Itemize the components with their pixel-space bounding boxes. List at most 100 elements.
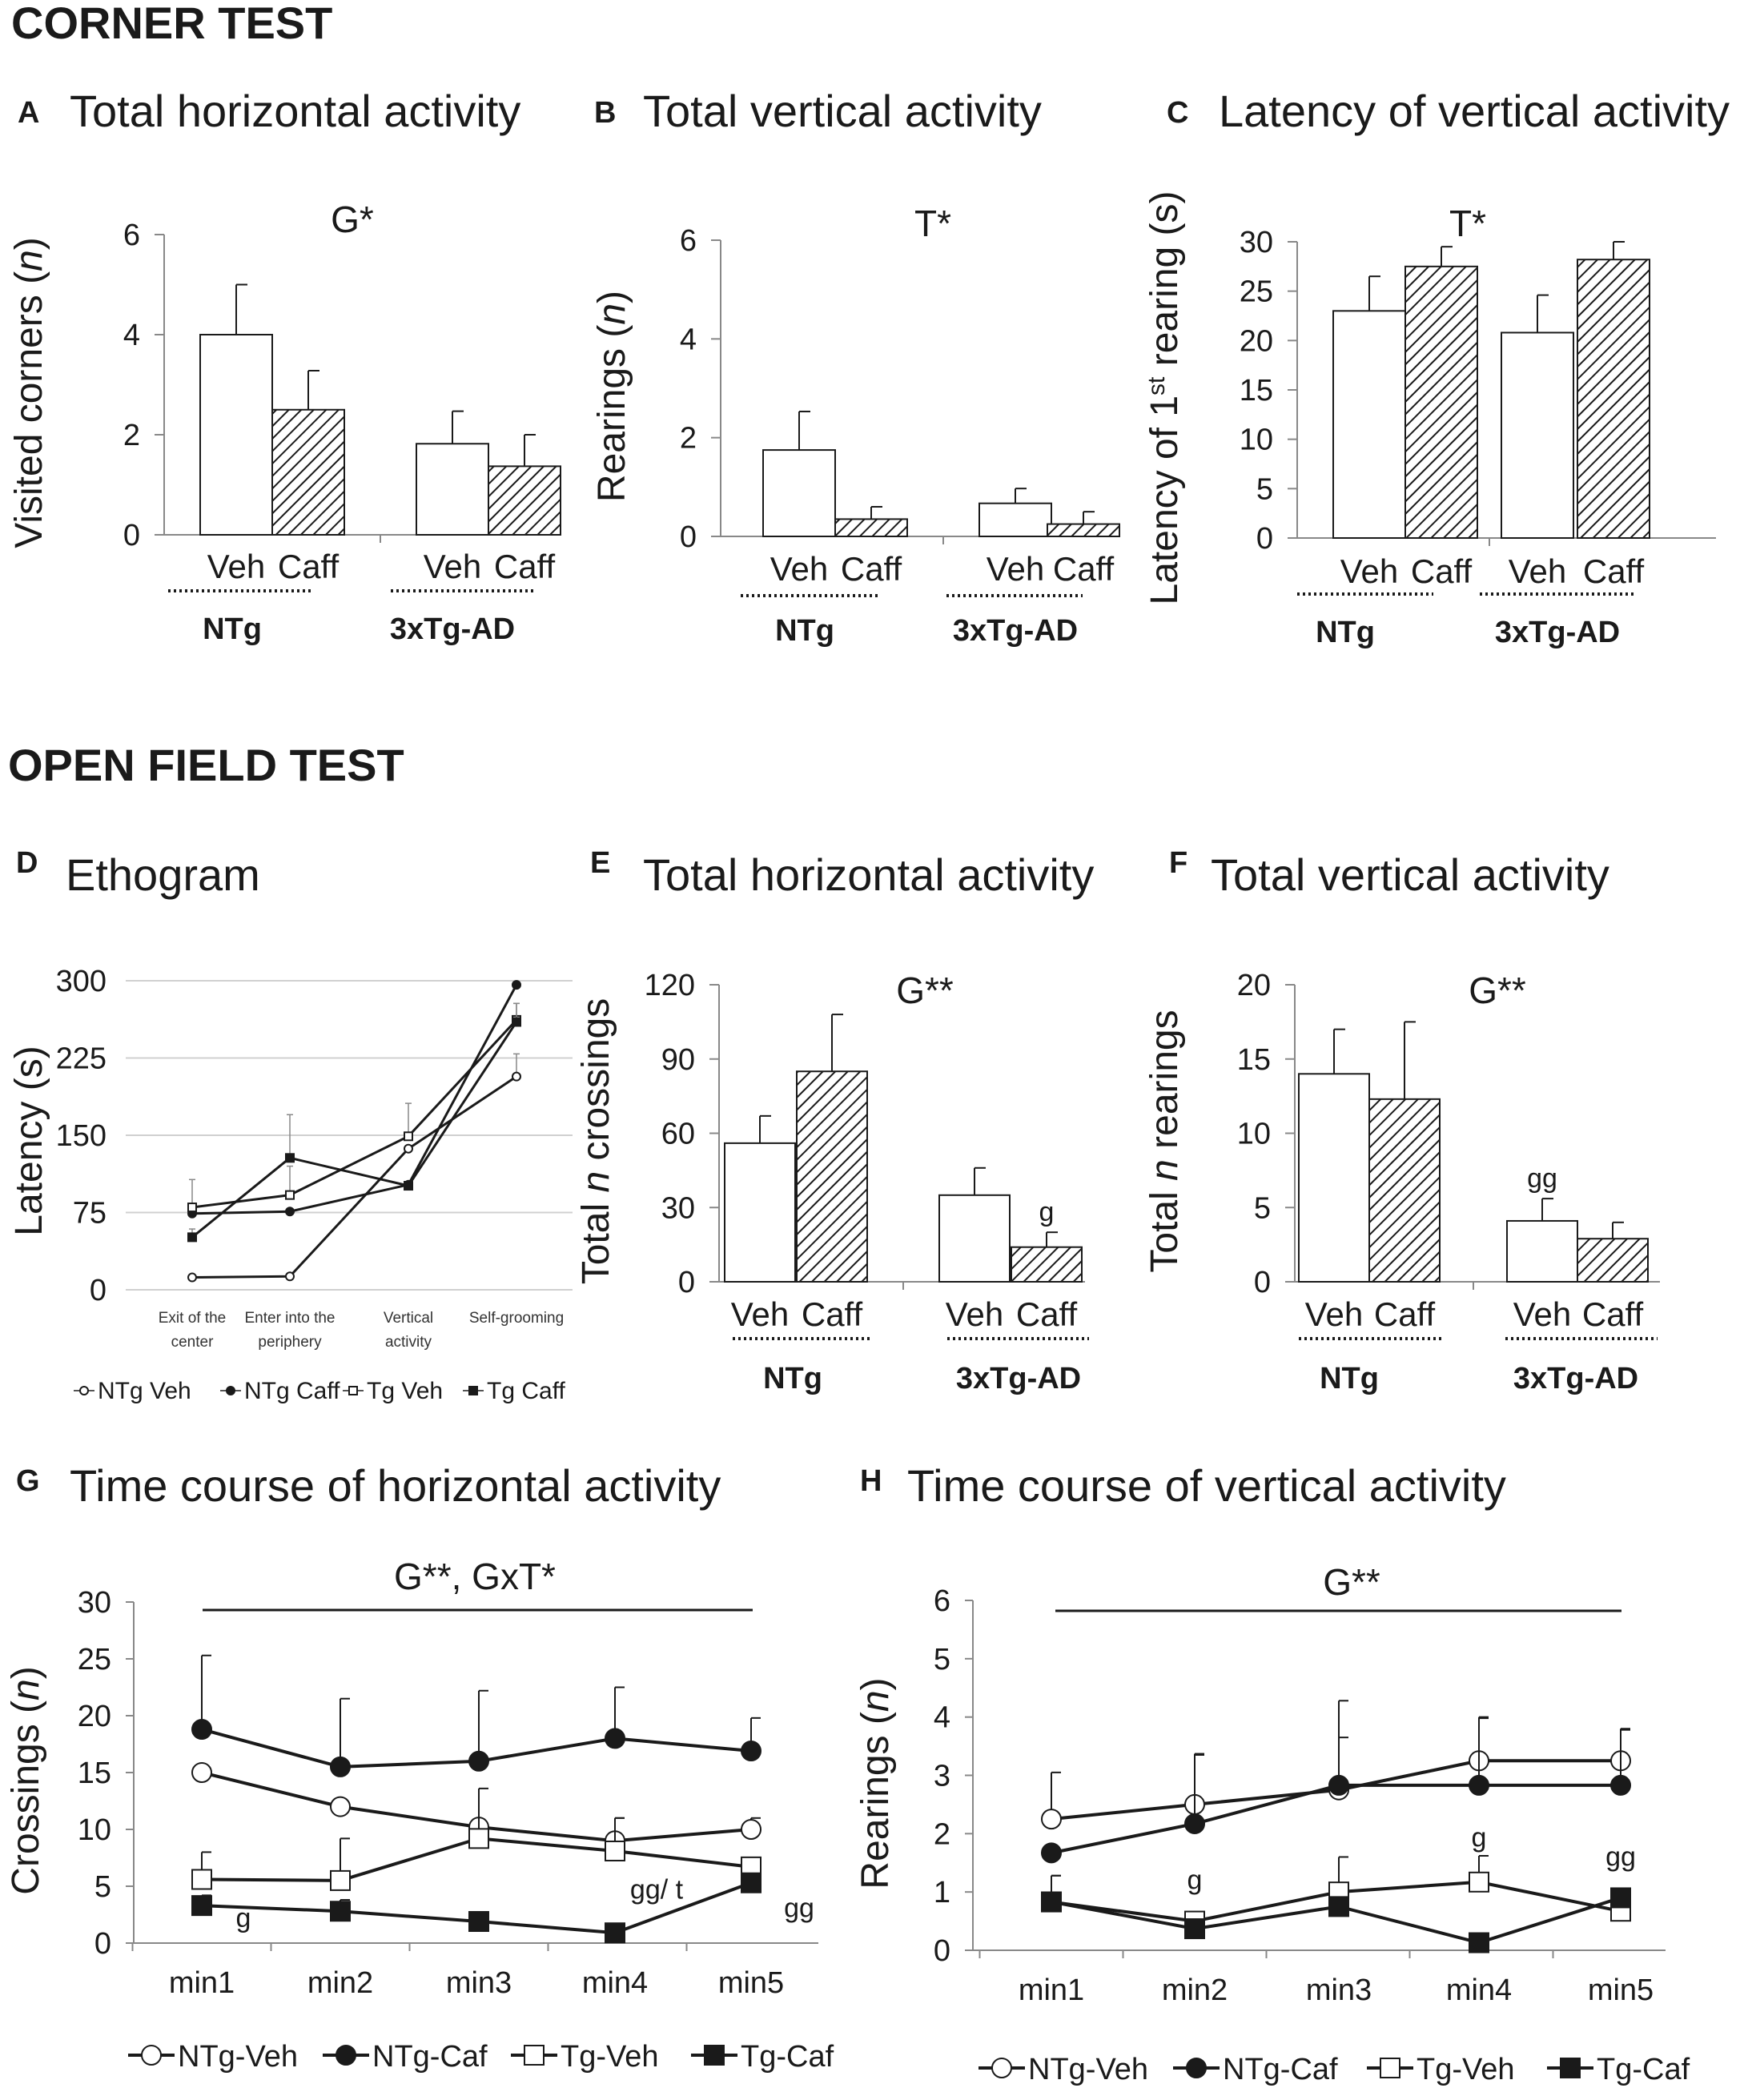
- data-point: [226, 1386, 235, 1395]
- x-category-label: Veh: [1305, 1295, 1363, 1333]
- series-line: [191, 1075, 517, 1279]
- y-tick-label: 30: [1240, 226, 1273, 259]
- significance-label: g: [236, 1903, 251, 1933]
- bar-caff-3xtg: [1577, 259, 1650, 539]
- y-tick-label: 5: [1256, 472, 1273, 506]
- stat-annotation: G**: [1469, 970, 1526, 1011]
- significance-label: g: [1187, 1865, 1203, 1896]
- x-category-label: Caff: [802, 1295, 863, 1333]
- data-point: [1469, 1774, 1489, 1796]
- data-point: [191, 1719, 212, 1741]
- y-tick-label: 2: [934, 1817, 950, 1851]
- legend-label: Tg-Caf: [1597, 2053, 1690, 2086]
- data-point: [1469, 1932, 1489, 1953]
- y-axis-label-c: Latency of 1st rearing (s): [1143, 191, 1187, 605]
- bar-caff-3xtg: [1047, 523, 1120, 537]
- group-label: 3xTg-AD: [956, 1362, 1081, 1395]
- x-category-label: Caff: [278, 548, 340, 585]
- bar-veh-ntg: [1298, 1073, 1370, 1283]
- bar-veh-3xtg: [938, 1194, 1011, 1283]
- y-tick-label: 0: [1254, 1266, 1271, 1299]
- bar-veh-ntg: [199, 334, 273, 536]
- legend-label: Tg-Veh: [561, 2040, 659, 2074]
- x-category-label: Self-grooming: [469, 1310, 564, 1327]
- data-point: [348, 1386, 358, 1395]
- data-point: [741, 1872, 762, 1893]
- data-point: [704, 2045, 725, 2066]
- panel-c-title: Latency of vertical activity: [1219, 86, 1730, 136]
- y-tick-label: 15: [78, 1757, 111, 1790]
- data-point: [285, 1271, 295, 1282]
- panel-letter-d: D: [16, 846, 38, 880]
- y-tick-label: 10: [1240, 424, 1273, 457]
- y-axis-label-d: Latency (s): [8, 1046, 50, 1235]
- x-category-label: min2: [1162, 1974, 1228, 2007]
- legend-label: NTg Veh: [98, 1378, 191, 1404]
- y-axis-label-e: Total n crossings: [575, 998, 617, 1285]
- legend-label: NTg-Veh: [1028, 2053, 1148, 2086]
- data-point: [468, 1828, 489, 1849]
- data-point: [1186, 2058, 1207, 2078]
- legend-label: NTg-Caf: [1223, 2053, 1338, 2086]
- bar-caff-ntg: [834, 518, 908, 538]
- bar-caff-3xtg: [1577, 1238, 1649, 1283]
- x-category-label: Veh: [946, 1295, 1003, 1333]
- y-tick-label: 6: [123, 219, 140, 252]
- bar-veh-3xtg: [1501, 331, 1574, 539]
- x-category-label: Caff: [1411, 552, 1473, 590]
- significance-label: g: [1039, 1197, 1055, 1227]
- y-tick-label: 25: [1240, 275, 1273, 309]
- y-tick-label: 0: [680, 520, 697, 554]
- bar-veh-3xtg: [978, 502, 1052, 538]
- x-category-label: activity: [385, 1334, 432, 1351]
- legend-label: NTg Caff: [244, 1378, 340, 1404]
- chart-d: 0 75 150 225 300 Latency (s) Exit of the center…: [8, 965, 573, 1404]
- y-tick-label: 225: [56, 1042, 106, 1076]
- x-category-label: Caff: [1053, 550, 1115, 588]
- x-category-label: min4: [582, 1966, 648, 2000]
- bar-veh-ntg: [724, 1142, 796, 1283]
- panel-letter-h: H: [860, 1464, 882, 1498]
- data-point: [468, 1750, 489, 1772]
- x-category-label: min5: [1588, 1974, 1654, 2007]
- data-point: [1328, 1896, 1349, 1917]
- data-point: [605, 1922, 625, 1944]
- y-tick-label: 2: [123, 419, 140, 452]
- bar-caff-ntg: [1404, 265, 1478, 539]
- data-point: [141, 2045, 162, 2066]
- data-point: [512, 1071, 521, 1082]
- bar-veh-ntg: [1332, 310, 1406, 539]
- data-point: [191, 1762, 212, 1783]
- series-line: [191, 1021, 518, 1239]
- y-tick-label: 0: [678, 1266, 695, 1299]
- x-category-label: min3: [1306, 1974, 1372, 2007]
- x-category-label: Veh: [770, 550, 828, 588]
- data-point: [1610, 1774, 1631, 1796]
- x-category-label: Caff: [1583, 552, 1645, 590]
- data-point: [1560, 2058, 1581, 2078]
- legend-label: Tg-Veh: [1417, 2053, 1515, 2086]
- panel-letter-e: E: [590, 846, 610, 880]
- legend-label: NTg-Caf: [372, 2040, 488, 2074]
- data-point: [1041, 1891, 1062, 1913]
- y-axis-label-b: Rearings (n): [591, 291, 633, 502]
- data-point: [741, 1819, 762, 1840]
- x-category-label: min1: [169, 1966, 235, 2000]
- data-point: [605, 1840, 625, 1861]
- data-point: [191, 1895, 212, 1917]
- data-point: [468, 1911, 489, 1933]
- panel-h-title: Time course of vertical activity: [907, 1460, 1506, 1511]
- y-tick-label: 0: [94, 1927, 111, 1961]
- x-category-label: Veh: [1340, 552, 1398, 590]
- series-line: [191, 984, 518, 1215]
- significance-label: gg: [784, 1893, 814, 1923]
- data-point: [991, 2058, 1012, 2078]
- data-point: [1610, 1887, 1631, 1909]
- bar-caff-ntg: [796, 1070, 868, 1283]
- x-category-label: Exit of the: [159, 1310, 227, 1327]
- data-point: [468, 1386, 478, 1395]
- data-point: [1041, 1809, 1062, 1830]
- stat-annotation: G**, GxT*: [394, 1556, 556, 1597]
- y-axis-label-a: Visited corners (n): [8, 237, 50, 548]
- data-point: [336, 2045, 356, 2066]
